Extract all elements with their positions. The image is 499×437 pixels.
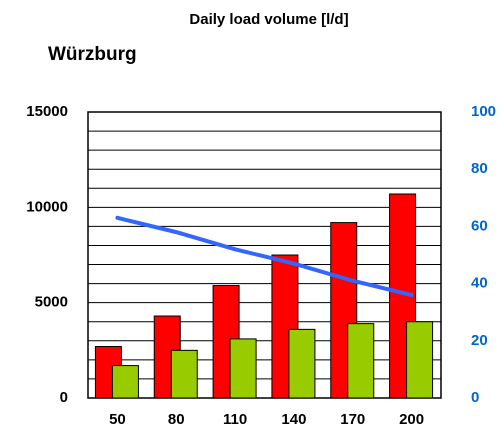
y2-tick-label: 0 xyxy=(471,389,479,406)
y-tick-label: 10000 xyxy=(26,198,68,215)
y2-tick-label: 40 xyxy=(471,275,488,292)
y-tick-label: 0 xyxy=(60,389,68,406)
bar xyxy=(288,328,316,399)
x-tick-label: 50 xyxy=(109,411,126,428)
bar xyxy=(406,321,434,399)
x-tick-label: 80 xyxy=(168,411,185,428)
plot-frame xyxy=(87,111,442,399)
chart-title: Daily load volume [l/d] xyxy=(189,11,348,28)
y2-tick-label: 80 xyxy=(471,160,488,177)
y2-tick-label: 20 xyxy=(471,332,488,349)
y2-tick-label: 60 xyxy=(471,217,488,234)
x-tick-label: 110 xyxy=(223,411,247,428)
y-tick-label: 15000 xyxy=(26,103,68,120)
x-tick-label: 140 xyxy=(281,411,306,428)
y-tick-label: 5000 xyxy=(35,294,68,311)
bar xyxy=(111,365,139,399)
bar xyxy=(229,338,257,399)
bar xyxy=(347,323,375,399)
x-tick-label: 200 xyxy=(399,411,424,428)
line xyxy=(115,215,414,298)
chart-subtitle: Würzburg xyxy=(48,44,137,65)
x-tick-label: 170 xyxy=(340,411,365,428)
y2-tick-label: 100 xyxy=(471,103,496,120)
bar xyxy=(170,349,198,399)
